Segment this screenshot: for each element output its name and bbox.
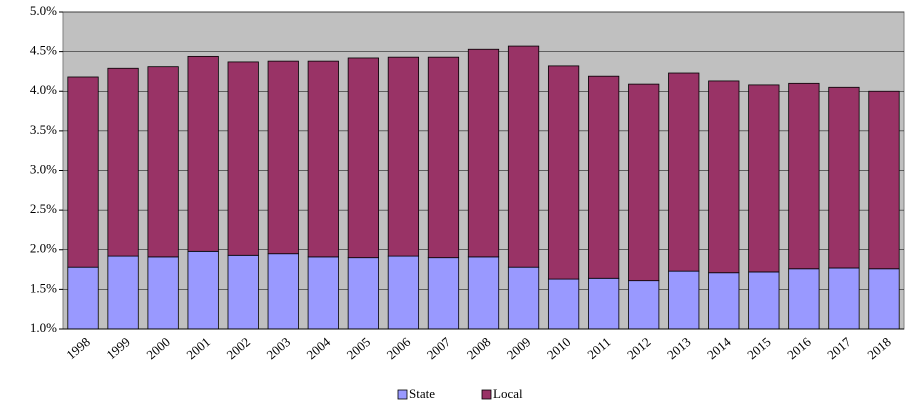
legend-item: Local <box>481 386 523 401</box>
x-tick-label: 2018 <box>864 334 894 362</box>
bar-segment <box>267 253 299 330</box>
legend-swatch <box>397 389 408 400</box>
bar-segment <box>427 56 460 259</box>
bar-segment <box>868 90 900 270</box>
x-tick-label: 2003 <box>264 334 294 362</box>
x-tick-label: 2001 <box>183 334 213 362</box>
x-tick-label: 2006 <box>384 334 414 363</box>
legend-label: Local <box>493 386 523 401</box>
bar-segment <box>547 65 580 280</box>
bar-segment <box>307 60 339 258</box>
bar-segment <box>748 84 780 273</box>
bar-segment <box>107 255 139 330</box>
x-tick-label: 2014 <box>704 334 734 363</box>
y-tick-label: 2.5% <box>30 201 57 216</box>
x-tick-label: 2004 <box>304 334 334 363</box>
bar-segment <box>347 57 379 259</box>
bar-segment <box>387 255 420 330</box>
y-tick-label: 3.5% <box>30 122 57 137</box>
y-tick-label: 4.5% <box>30 43 57 58</box>
x-tick-label: 2002 <box>224 334 254 362</box>
x-tick-label: 2017 <box>824 334 854 363</box>
x-tick-label: 2016 <box>784 334 814 363</box>
legend-swatch <box>481 389 492 400</box>
y-tick-label: 3.0% <box>30 161 57 176</box>
x-tick-label: 2013 <box>664 334 694 362</box>
legend-item: State <box>397 386 435 401</box>
bar-segment <box>547 278 580 330</box>
bar-segment <box>187 250 219 330</box>
y-tick-label: 5.0% <box>30 3 57 18</box>
bar-segment <box>788 268 820 330</box>
x-tick-label: 2012 <box>624 334 654 362</box>
bar-segment <box>147 66 179 258</box>
x-tick-label: 2005 <box>344 334 374 362</box>
bar-segment <box>628 83 660 282</box>
bar-segment <box>427 257 460 330</box>
bar-segment <box>227 61 259 256</box>
y-tick-label: 1.0% <box>30 320 57 335</box>
bar-segment <box>187 55 219 252</box>
y-tick-label: 4.0% <box>30 82 57 97</box>
bar-segment <box>828 86 860 269</box>
bar-segment <box>668 72 700 272</box>
y-tick-label: 1.5% <box>30 280 57 295</box>
bar-segment <box>668 270 700 330</box>
x-tick-label: 2015 <box>744 334 774 362</box>
x-tick-label: 2008 <box>464 334 494 362</box>
bar-segment <box>708 80 740 274</box>
x-tick-label: 2000 <box>143 334 173 362</box>
bar-segment <box>147 256 179 330</box>
bar-segment <box>788 82 820 270</box>
bar-segment <box>267 60 299 255</box>
bar-segment <box>748 271 780 330</box>
bar-segment <box>347 257 379 330</box>
bar-segment <box>467 256 500 330</box>
legend-label: State <box>409 386 435 401</box>
bar-segment <box>67 76 99 268</box>
x-tick-label: 2010 <box>544 334 574 362</box>
bar-segment <box>507 45 540 268</box>
x-tick-label: 1998 <box>63 334 93 362</box>
bar-segment <box>588 75 620 279</box>
bar-segment <box>828 267 860 330</box>
bar-segment <box>708 272 740 330</box>
bar-segment <box>307 256 339 330</box>
bar-segment <box>67 266 99 330</box>
x-tick-label: 1999 <box>103 334 133 362</box>
bar-segment <box>467 48 500 258</box>
x-tick-label: 2009 <box>504 334 534 362</box>
bar-segment <box>588 277 620 330</box>
bar-segment <box>628 280 660 330</box>
bar-segment <box>107 67 139 257</box>
x-tick-label: 2007 <box>424 334 454 363</box>
bar-segment <box>868 268 900 330</box>
bar-segment <box>227 254 259 330</box>
bar-segment <box>387 56 420 257</box>
bar-segment <box>507 266 540 330</box>
x-tick-label: 2011 <box>584 334 613 362</box>
y-tick-label: 2.0% <box>30 241 57 256</box>
